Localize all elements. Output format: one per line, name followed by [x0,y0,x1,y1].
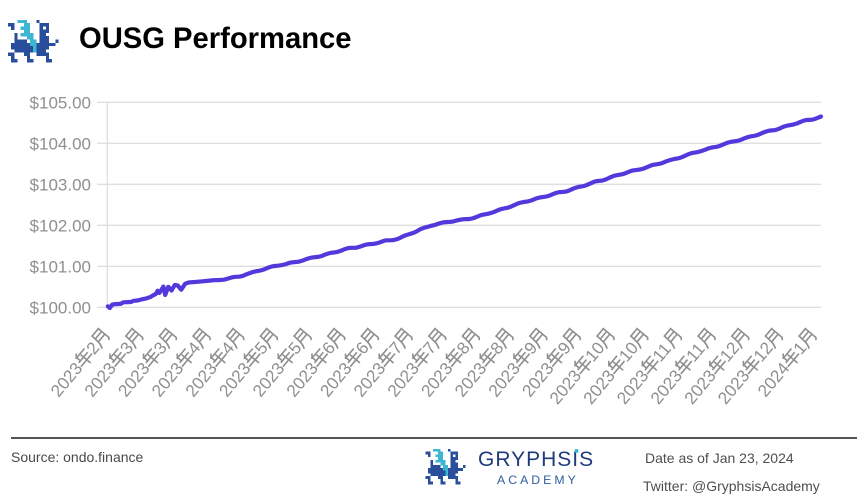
svg-text:$105.00: $105.00 [30,93,91,112]
svg-text:$101.00: $101.00 [30,257,91,276]
svg-text:$104.00: $104.00 [30,134,91,153]
svg-text:ACADEMY: ACADEMY [497,473,579,487]
svg-text:Twitter: @GryphsisAcademy: Twitter: @GryphsisAcademy [643,478,820,494]
svg-text:Date as of Jan 23, 2024: Date as of Jan 23, 2024 [645,450,794,466]
svg-text:$102.00: $102.00 [30,216,91,235]
svg-text:GRYPHSIS: GRYPHSIS [478,448,594,471]
svg-text:$100.00: $100.00 [30,298,91,317]
svg-text:OUSG Performance: OUSG Performance [79,23,352,55]
svg-text:Source: ondo.finance: Source: ondo.finance [11,449,144,465]
svg-text:$103.00: $103.00 [30,175,91,194]
